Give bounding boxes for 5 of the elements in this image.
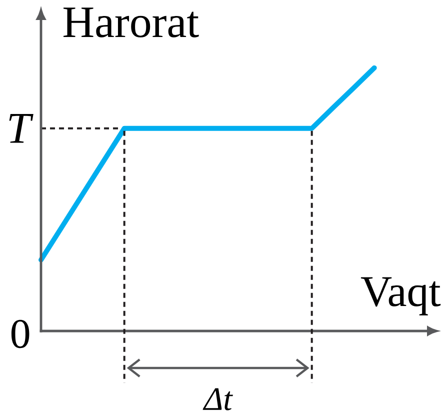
text: 0	[11, 320, 30, 348]
text: Δt	[202, 388, 233, 410]
y-axis-title: Harorat	[64, 8, 199, 38]
x-axis-title: Vaqt	[360, 277, 441, 316]
ref-line-label: T	[9, 114, 34, 143]
